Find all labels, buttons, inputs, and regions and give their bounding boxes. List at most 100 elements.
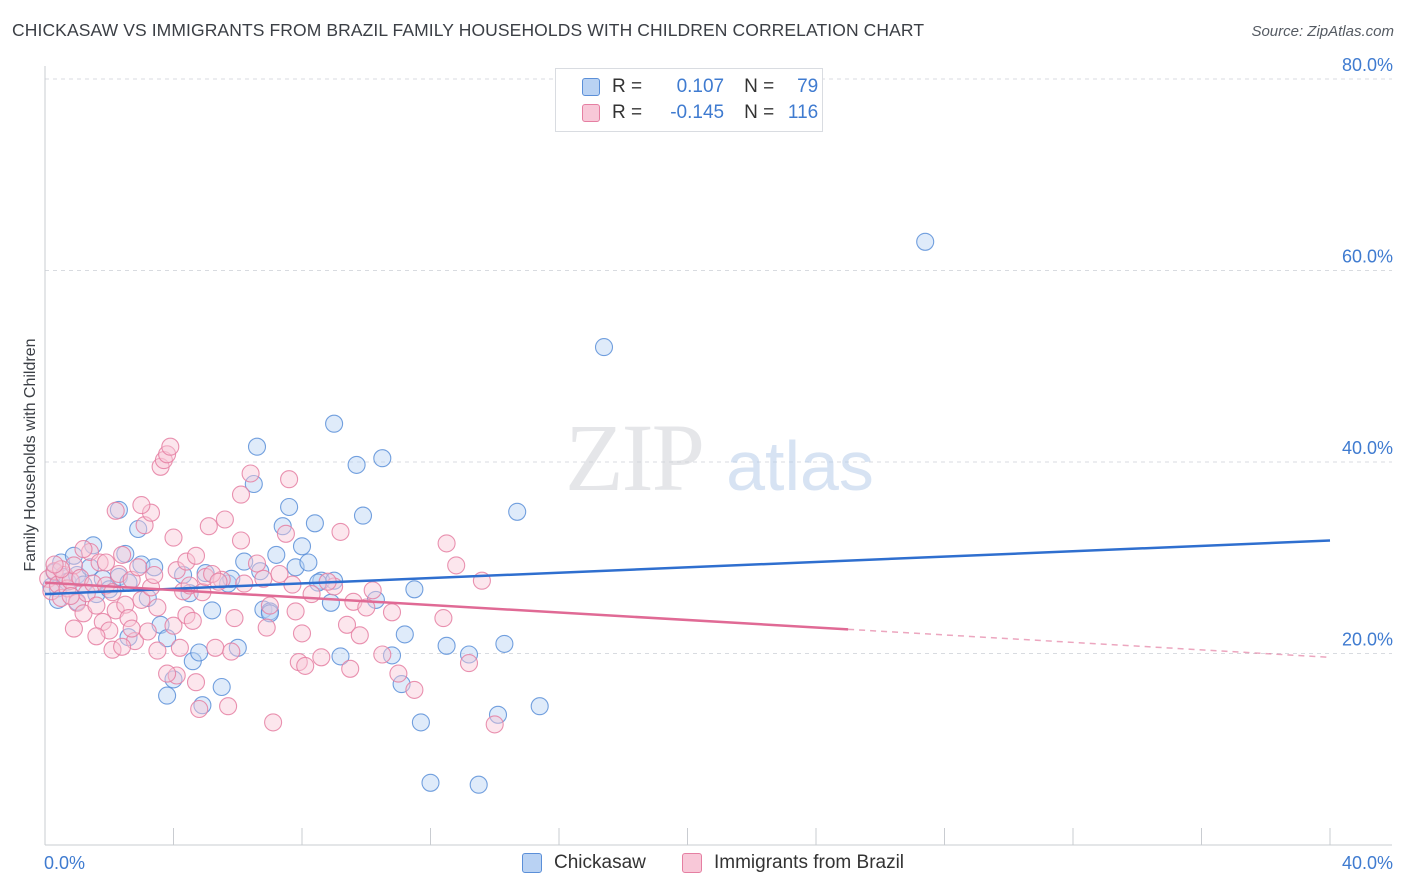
data-point [267,545,286,564]
data-point [225,609,244,628]
data-point [434,609,453,628]
data-point [286,602,305,621]
data-point [321,593,340,612]
legend-row-chickasaw: R = 0.107 N = 79 [582,74,818,100]
data-point [45,555,64,574]
data-point [212,677,231,697]
data-point [530,697,549,716]
data-point [241,464,260,483]
watermark-atlas: atlas [726,427,874,505]
data-point [247,437,267,456]
data-point [158,664,177,683]
data-point [382,646,402,665]
data-point [132,496,151,515]
data-point [206,638,225,657]
data-point [495,634,514,653]
legend-r-label: R = [612,76,643,97]
y-tick-label: 20.0% [1342,630,1393,650]
data-point [247,554,267,573]
data-point [296,656,315,675]
data-point [347,455,366,474]
data-point [421,773,440,792]
y-tick-label: 80.0% [1342,55,1393,75]
data-point [148,641,167,660]
legend-swatch-chickasaw [522,853,542,873]
data-point [292,537,312,556]
x-tick-label: 40.0% [1342,853,1393,873]
data-point [488,705,508,724]
y-axis-label: Family Households with Children [22,339,39,572]
data-point [161,437,180,456]
data-point [280,497,299,517]
data-point [305,514,324,533]
data-point [325,414,344,433]
trend-line [44,539,1331,596]
data-point [219,697,238,716]
legend-row-brazil: R = -0.145 N = 116 [582,100,818,126]
data-point [411,713,430,732]
tick-labels: 20.0% 40.0% 60.0% 80.0% 0.0% 40.0% [44,55,1393,873]
legend-item-chickasaw: Chickasaw [522,852,646,874]
data-point [302,585,321,604]
data-point [222,642,241,661]
data-point [350,626,369,645]
data-point [916,232,935,251]
data-point [145,558,164,577]
data-point [138,622,157,641]
data-point [235,574,254,593]
data-point [45,562,64,581]
y-tick-label: 60.0% [1342,247,1393,267]
data-point [158,686,177,705]
data-point [366,590,385,609]
data-point [395,625,414,644]
data-point [405,680,424,699]
legend-n-label: N = [744,102,775,123]
data-point [87,596,106,615]
y-tick-label: 40.0% [1342,438,1393,458]
data-point [594,338,614,357]
data-point [113,637,132,656]
data-point [312,648,331,667]
data-point [459,654,479,673]
data-point [292,624,312,643]
data-point [164,528,183,547]
data-point [74,540,93,559]
data-point [469,775,488,794]
data-point [299,553,318,572]
data-point [90,553,109,572]
data-point [199,517,218,536]
legend-item-brazil: Immigrants from Brazil [682,852,904,874]
data-point [203,601,222,620]
data-point [87,627,106,646]
trend-lines [44,539,1331,659]
legend-label-chickasaw: Chickasaw [554,852,646,873]
data-point [145,565,164,585]
data-point [96,553,116,572]
data-point [68,593,87,612]
legend-label-brazil: Immigrants from Brazil [714,852,905,873]
legend-swatch-brazil [582,104,600,122]
data-point [183,611,202,630]
series-brazil-points [39,437,504,734]
chart-source: Source: ZipAtlas.com [1251,23,1394,40]
data-point [405,580,424,599]
legend-r-value: -0.145 [670,102,725,123]
data-point [353,506,373,525]
chart-title: CHICKASAW VS IMMIGRANTS FROM BRAZIL FAMI… [12,20,925,40]
legend-n-value: 79 [797,76,819,97]
data-point [331,522,350,541]
legend-n-value: 116 [787,102,819,123]
data-point [382,603,402,622]
data-point [357,598,376,617]
data-point [190,699,209,719]
trend-line [44,581,849,631]
data-point [447,556,466,575]
x-tick-label: 0.0% [44,853,85,873]
series-legend: Chickasaw Immigrants from Brazil [0,852,1406,878]
legend-swatch-chickasaw [582,78,600,96]
data-point [212,570,231,589]
legend-swatch-brazil [682,853,702,873]
data-point [231,485,251,504]
watermark-zip: ZIP [565,404,703,511]
data-point [331,647,350,666]
